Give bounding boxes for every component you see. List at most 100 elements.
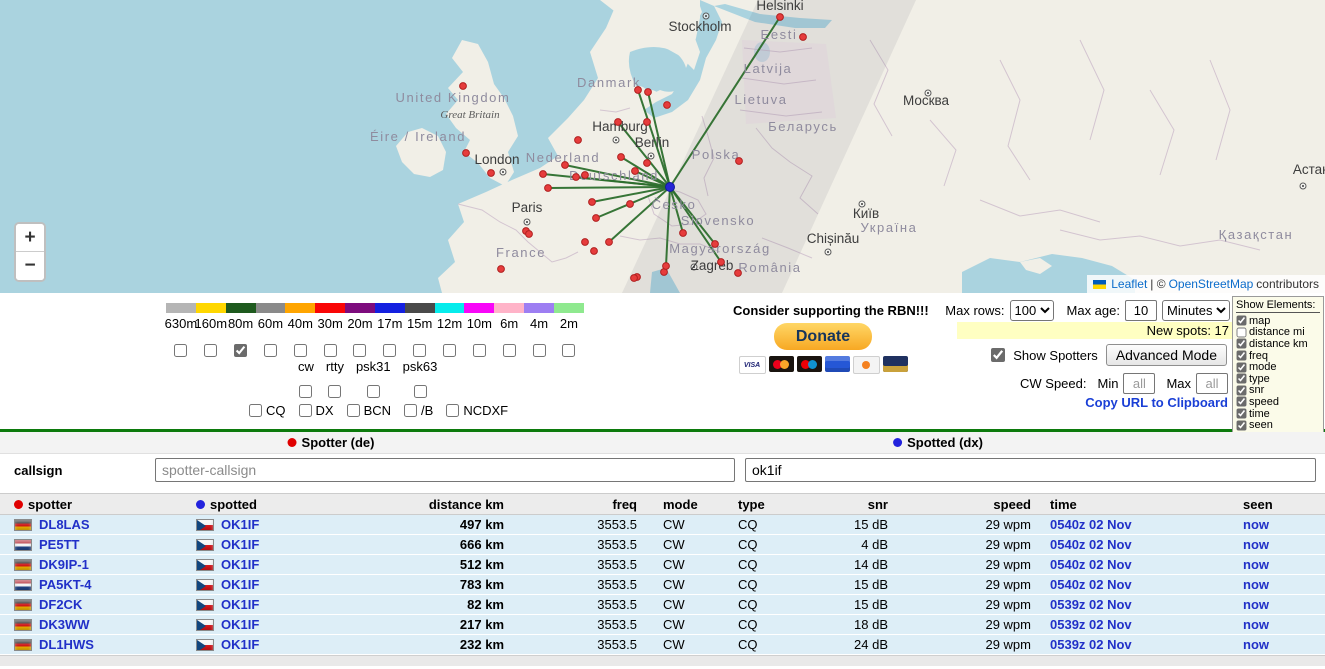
band-checkbox-30m[interactable]	[324, 344, 337, 357]
type-checkbox-BCN[interactable]	[347, 404, 360, 417]
spotter-dot-marker[interactable]	[663, 263, 670, 270]
spotter-dot-marker[interactable]	[575, 137, 582, 144]
spotter-dot-marker[interactable]	[573, 174, 580, 181]
spotter-dot-marker[interactable]	[582, 239, 589, 246]
zoom-in-button[interactable]: +	[16, 224, 44, 252]
band-checkbox-4m[interactable]	[533, 344, 546, 357]
spotter-dot-marker[interactable]	[562, 162, 569, 169]
spotter-callsign-link[interactable]: PE5TT	[39, 537, 79, 552]
spotter-dot-marker[interactable]	[618, 154, 625, 161]
show-element-checkbox-distance-mi[interactable]	[1237, 327, 1247, 337]
spotter-callsign-input[interactable]	[155, 458, 735, 482]
spotter-dot-marker[interactable]	[712, 241, 719, 248]
spotter-dot-marker[interactable]	[777, 14, 784, 21]
spotter-dot-marker[interactable]	[582, 172, 589, 179]
show-element-checkbox-time[interactable]	[1237, 409, 1247, 419]
spotter-callsign-link[interactable]: DF2CK	[39, 597, 82, 612]
spotted-center-marker[interactable]	[666, 183, 675, 192]
band-checkbox-20m[interactable]	[353, 344, 366, 357]
show-element-checkbox-freq[interactable]	[1237, 351, 1247, 361]
spotted-callsign-link[interactable]: OK1IF	[221, 577, 259, 592]
time-link[interactable]: 0540z 02 Nov	[1050, 517, 1132, 532]
type-checkbox-DX[interactable]	[299, 404, 312, 417]
spotter-callsign-link[interactable]: DK3WW	[39, 617, 90, 632]
spotter-dot-marker[interactable]	[645, 89, 652, 96]
leaflet-link[interactable]: Leaflet	[1111, 277, 1147, 291]
max-rows-select[interactable]: 100	[1010, 300, 1054, 321]
time-link[interactable]: 0540z 02 Nov	[1050, 577, 1132, 592]
spotter-dot-marker[interactable]	[591, 248, 598, 255]
spotter-callsign-link[interactable]: PA5KT-4	[39, 577, 92, 592]
band-checkbox-15m[interactable]	[413, 344, 426, 357]
max-age-unit-select[interactable]: Minutes	[1162, 300, 1230, 321]
band-checkbox-160m[interactable]	[204, 344, 217, 357]
seen-link[interactable]: now	[1243, 557, 1269, 572]
mode-checkbox-rtty[interactable]	[328, 385, 341, 398]
seen-link[interactable]: now	[1243, 577, 1269, 592]
seen-link[interactable]: now	[1243, 617, 1269, 632]
spotter-dot-marker[interactable]	[593, 215, 600, 222]
spotted-callsign-input[interactable]	[745, 458, 1316, 482]
advanced-mode-button[interactable]: Advanced Mode	[1106, 344, 1227, 366]
seen-link[interactable]: now	[1243, 597, 1269, 612]
spotter-callsign-link[interactable]: DL8LAS	[39, 517, 90, 532]
spotted-callsign-link[interactable]: OK1IF	[221, 637, 259, 652]
show-element-checkbox-seen[interactable]	[1237, 420, 1247, 430]
max-age-input[interactable]	[1125, 300, 1157, 321]
spotter-dot-marker[interactable]	[631, 275, 638, 282]
spotter-dot-marker[interactable]	[540, 171, 547, 178]
mode-checkbox-psk63[interactable]	[414, 385, 427, 398]
spotter-dot-marker[interactable]	[680, 230, 687, 237]
spotted-callsign-link[interactable]: OK1IF	[221, 537, 259, 552]
spotter-dot-marker[interactable]	[736, 158, 743, 165]
spotter-dot-marker[interactable]	[644, 160, 651, 167]
leaflet-map[interactable]: HelsinkiStockholmEestiLatvijaLietuvaБела…	[0, 0, 1325, 293]
band-checkbox-6m[interactable]	[503, 344, 516, 357]
spotter-dot-marker[interactable]	[800, 34, 807, 41]
spotter-dot-marker[interactable]	[615, 119, 622, 126]
band-checkbox-630m[interactable]	[174, 344, 187, 357]
band-checkbox-40m[interactable]	[294, 344, 307, 357]
show-element-checkbox-type[interactable]	[1237, 374, 1247, 384]
spotter-callsign-link[interactable]: DK9IP-1	[39, 557, 89, 572]
spotter-dot-marker[interactable]	[488, 170, 495, 177]
seen-link[interactable]: now	[1243, 637, 1269, 652]
cw-speed-max-input[interactable]	[1196, 373, 1228, 394]
spotter-dot-marker[interactable]	[664, 102, 671, 109]
cw-speed-min-input[interactable]	[1123, 373, 1155, 394]
time-link[interactable]: 0539z 02 Nov	[1050, 637, 1132, 652]
spotted-callsign-link[interactable]: OK1IF	[221, 617, 259, 632]
mode-checkbox-psk31[interactable]	[367, 385, 380, 398]
type-checkbox-/B[interactable]	[404, 404, 417, 417]
spotter-dot-marker[interactable]	[635, 87, 642, 94]
seen-link[interactable]: now	[1243, 517, 1269, 532]
spotter-dot-marker[interactable]	[627, 201, 634, 208]
seen-link[interactable]: now	[1243, 537, 1269, 552]
openstreetmap-link[interactable]: OpenStreetMap	[1169, 277, 1254, 291]
time-link[interactable]: 0539z 02 Nov	[1050, 617, 1132, 632]
band-checkbox-10m[interactable]	[473, 344, 486, 357]
type-checkbox-CQ[interactable]	[249, 404, 262, 417]
show-element-checkbox-map[interactable]	[1237, 316, 1247, 326]
band-checkbox-80m[interactable]	[234, 344, 247, 357]
spotter-dot-marker[interactable]	[545, 185, 552, 192]
spotter-dot-marker[interactable]	[460, 83, 467, 90]
spotter-dot-marker[interactable]	[463, 150, 470, 157]
show-spotters-checkbox[interactable]	[991, 348, 1005, 362]
donate-button[interactable]: Donate	[774, 323, 872, 350]
spotter-dot-marker[interactable]	[718, 259, 725, 266]
time-link[interactable]: 0539z 02 Nov	[1050, 597, 1132, 612]
mode-checkbox-cw[interactable]	[299, 385, 312, 398]
time-link[interactable]: 0540z 02 Nov	[1050, 537, 1132, 552]
spotter-dot-marker[interactable]	[644, 119, 651, 126]
show-element-checkbox-mode[interactable]	[1237, 362, 1247, 372]
band-checkbox-17m[interactable]	[383, 344, 396, 357]
type-checkbox-NCDXF[interactable]	[446, 404, 459, 417]
band-checkbox-12m[interactable]	[443, 344, 456, 357]
spotted-callsign-link[interactable]: OK1IF	[221, 557, 259, 572]
show-element-checkbox-distance-km[interactable]	[1237, 339, 1247, 349]
spotter-dot-marker[interactable]	[632, 168, 639, 175]
spotter-callsign-link[interactable]: DL1HWS	[39, 637, 94, 652]
spotted-callsign-link[interactable]: OK1IF	[221, 517, 259, 532]
spotter-dot-marker[interactable]	[589, 199, 596, 206]
